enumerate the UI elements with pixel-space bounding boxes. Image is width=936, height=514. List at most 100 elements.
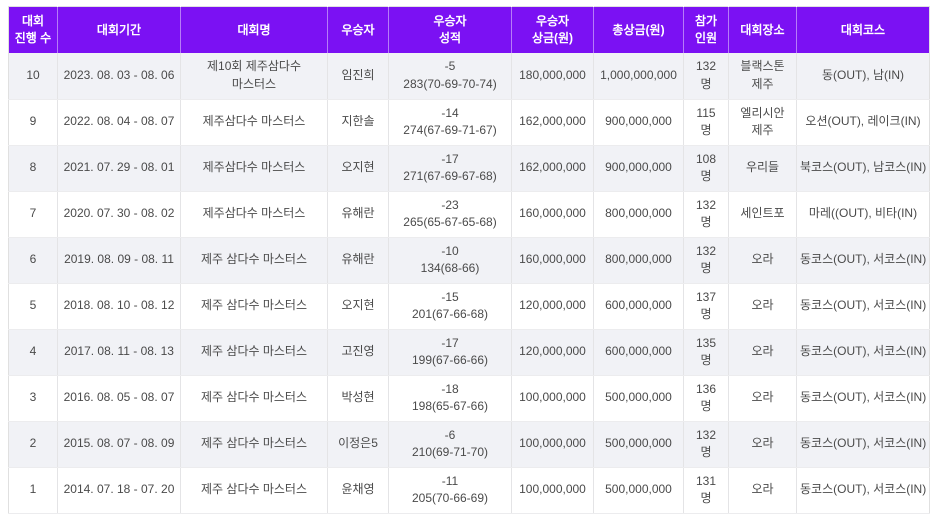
cell-tournament-name: 제주삼다수 마스터스 [180,99,328,146]
cell-total-prize-text: 900,000,000 [605,114,672,129]
cell-total-prize-text: 500,000,000 [605,436,672,451]
cell-winner-score: -6 210(69-71-70) [388,421,512,468]
cell-course-text: 오션(OUT), 레이크(IN) [805,114,921,129]
cell-participants: 115 명 [683,99,729,146]
table-row: 4 2017. 08. 11 - 08. 13 제주 삼다수 마스터스 고진영 -17 1… [8,329,930,376]
cell-course-text: 동코스(OUT), 서코스(IN) [800,298,927,313]
cell-tournament-count-text: 9 [29,114,37,129]
cell-total-prize: 900,000,000 [593,99,684,146]
cell-period: 2023. 08. 03 - 08. 06 [57,53,181,100]
cell-participants: 108 명 [683,145,729,192]
cell-period: 2021. 07. 29 - 08. 01 [57,145,181,192]
cell-winner-score-text: -18 [441,381,459,396]
cell-course-text: 동코스(OUT), 서코스(IN) [800,482,927,497]
cell-venue-text: 오라 [751,252,774,267]
cell-total-prize: 900,000,000 [593,145,684,192]
cell-venue: 우리들 [728,145,797,192]
cell-participants-text: 명 [700,353,712,367]
cell-participants-text: 115 [696,105,716,120]
cell-venue-text: 오라 [751,390,774,405]
cell-tournament-count-text: 8 [29,160,37,175]
cell-total-prize: 800,000,000 [593,237,684,284]
cell-participants-text: 132 [695,243,717,258]
table-body: 10 2023. 08. 03 - 08. 06 제10회 제주삼다수 마스터스 임진… [8,53,930,514]
cell-winner-score-text: 205(70-66-69) [411,491,489,505]
cell-winner-score: -15 201(67-66-68) [388,283,512,330]
cell-winner-prize-text: 180,000,000 [519,68,586,83]
cell-winner-score: -10 134(68-66) [388,237,512,284]
table-row: 6 2019. 08. 09 - 08. 11 제주 삼다수 마스터스 유해란 -10 1… [8,237,930,284]
cell-participants-text: 명 [700,123,712,137]
cell-winner-score: -18 198(65-67-66) [388,375,512,422]
cell-participants-text: 137 [695,289,717,304]
cell-winner-prize-text: 162,000,000 [519,114,586,129]
cell-total-prize: 600,000,000 [593,283,684,330]
cell-winner-score: -17 271(67-69-67-68) [388,145,512,192]
table-header: 대회 진행 수 대회기간 대회명 우승자 우승자 성적 우승자 상금(원) 총상… [8,6,930,53]
cell-participants-text: 명 [700,261,712,275]
cell-tournament-count-text: 2 [29,436,37,451]
cell-participants-text: 명 [700,169,712,183]
cell-winner-score-text: -14 [441,105,459,120]
cell-tournament-count: 5 [8,283,58,330]
cell-total-prize-text: 500,000,000 [605,482,672,497]
cell-tournament-name: 제주 삼다수 마스터스 [180,329,328,376]
cell-tournament-count: 9 [8,99,58,146]
col-header-venue: 대회장소 [728,6,797,53]
cell-total-prize: 500,000,000 [593,375,684,422]
cell-winner-score-text: 271(67-69-67-68) [403,169,497,183]
cell-tournament-name-text: 제주 삼다수 마스터스 [200,436,308,451]
header-row: 대회 진행 수 대회기간 대회명 우승자 우승자 성적 우승자 상금(원) 총상… [8,6,930,53]
cell-course-text: 동(OUT), 남(IN) [821,68,905,83]
cell-venue: 블랙스톤 제주 [728,53,797,100]
cell-winner: 오지현 [327,145,389,192]
cell-course: 동코스(OUT), 서코스(IN) [796,237,930,284]
cell-tournament-name-text: 제주 삼다수 마스터스 [200,252,308,267]
cell-winner-prize: 120,000,000 [511,283,594,330]
cell-total-prize-text: 900,000,000 [605,160,672,175]
cell-course: 동코스(OUT), 서코스(IN) [796,375,930,422]
cell-participants-text: 136 [695,381,717,396]
cell-total-prize-text: 800,000,000 [605,252,672,267]
cell-tournament-name: 제주 삼다수 마스터스 [180,237,328,284]
cell-participants-text: 명 [700,445,712,459]
cell-winner-score-text: -17 [441,335,459,350]
cell-winner: 유해란 [327,237,389,284]
cell-winner-prize-text: 160,000,000 [519,206,586,221]
cell-winner-prize: 100,000,000 [511,467,594,514]
cell-participants: 132 명 [683,237,729,284]
cell-winner-score-text: 198(65-67-66) [411,399,489,413]
cell-winner-score: -23 265(65-67-65-68) [388,191,512,238]
cell-tournament-name: 제주삼다수 마스터스 [180,145,328,192]
cell-participants-text: 132 [695,197,717,212]
cell-tournament-count-text: 7 [29,206,37,221]
cell-tournament-count-text: 10 [26,68,40,83]
cell-participants: 132 명 [683,191,729,238]
cell-venue: 오라 [728,283,797,330]
cell-winner-text: 유해란 [341,206,375,221]
cell-participants-text: 108 [695,151,717,166]
cell-participants-text: 명 [700,491,712,505]
cell-tournament-name-text: 제주삼다수 마스터스 [202,206,306,221]
cell-venue-text: 오라 [751,482,774,497]
cell-winner-score: -17 199(67-66-66) [388,329,512,376]
cell-winner-score-text: -17 [441,151,459,166]
cell-winner-text: 박성현 [341,390,375,405]
cell-venue-text: 오라 [751,344,774,359]
cell-participants: 135 명 [683,329,729,376]
cell-course-text: 동코스(OUT), 서코스(IN) [800,252,927,267]
cell-participants-text: 명 [700,76,712,91]
cell-venue-text: 엘리시안 제주 [740,105,785,137]
cell-winner-score-text: 274(67-69-71-67) [403,123,497,137]
cell-total-prize: 800,000,000 [593,191,684,238]
cell-period: 2015. 08. 07 - 08. 09 [57,421,181,468]
cell-participants-text: 명 [700,399,712,413]
cell-winner: 이정은5 [327,421,389,468]
cell-period-text: 2018. 08. 10 - 08. 12 [63,298,175,313]
cell-course-text: 동코스(OUT), 서코스(IN) [800,390,927,405]
cell-tournament-name: 제주 삼다수 마스터스 [180,467,328,514]
cell-period: 2019. 08. 09 - 08. 11 [57,237,181,284]
col-header-winner-score: 우승자 성적 [388,6,512,53]
cell-venue: 엘리시안 제주 [728,99,797,146]
table-row: 7 2020. 07. 30 - 08. 02 제주삼다수 마스터스 유해란 -23 26… [8,191,930,238]
